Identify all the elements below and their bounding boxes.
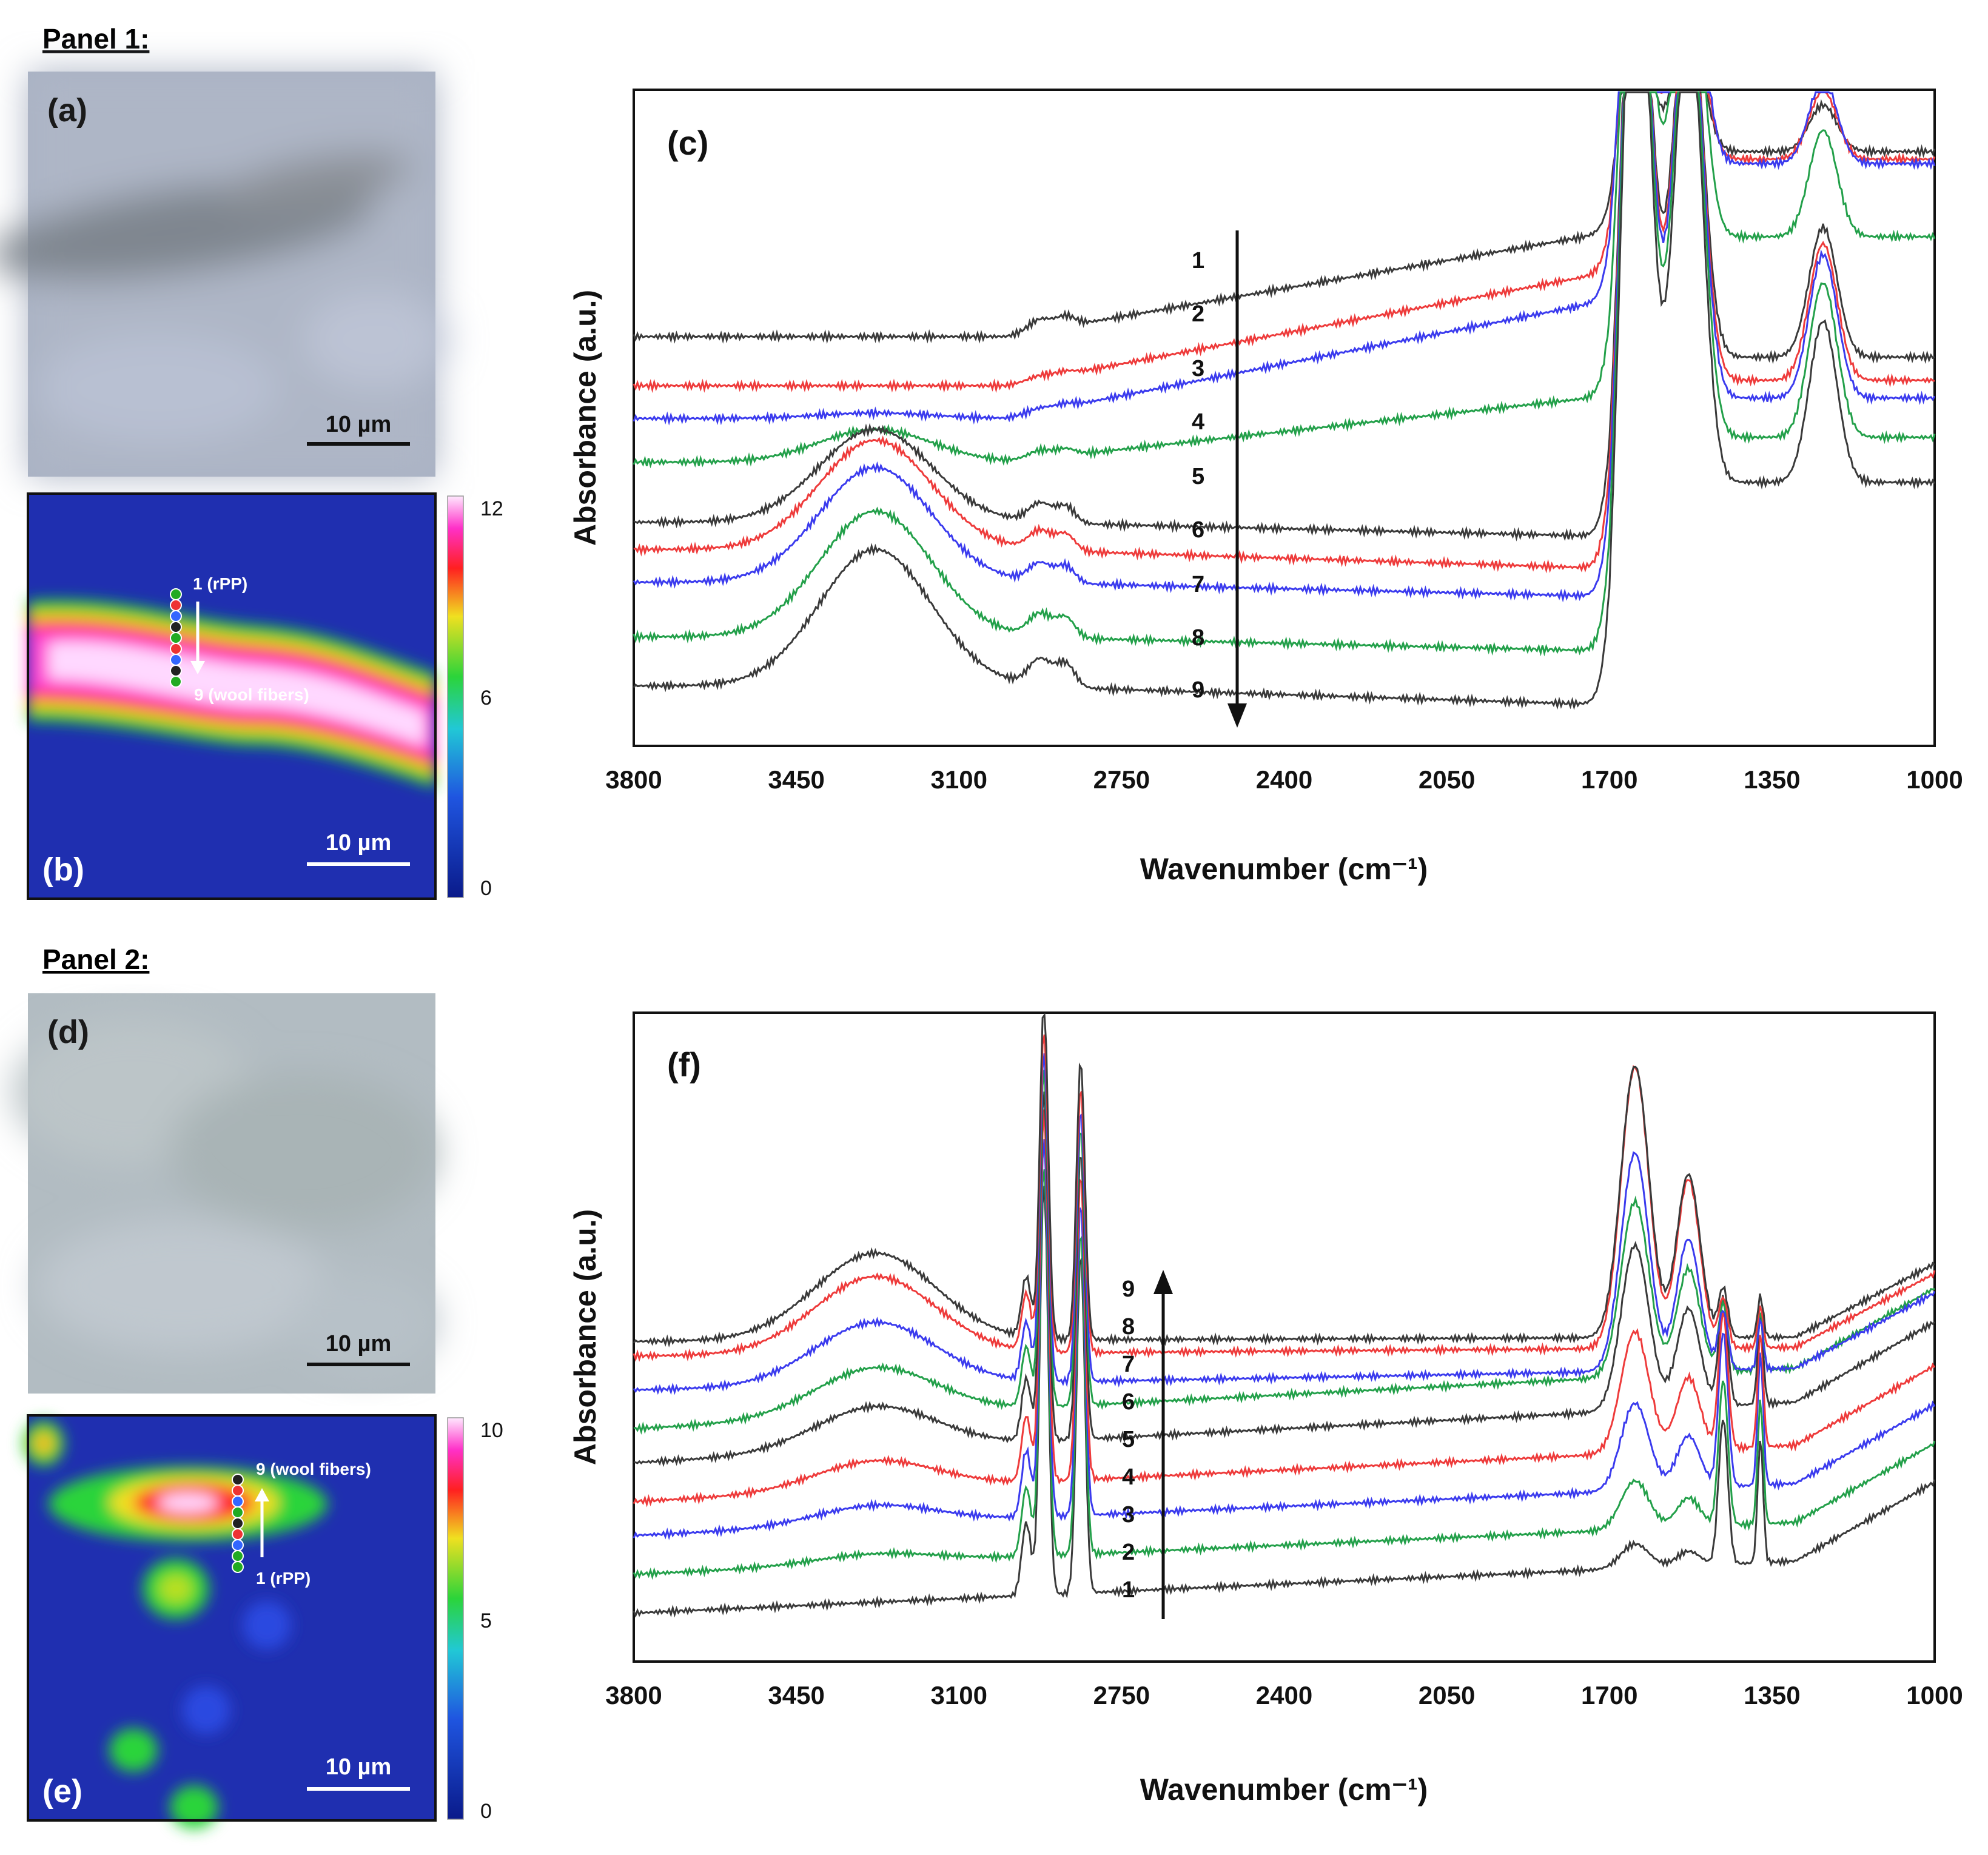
x-tick-f-1350: 1350 [1744,1681,1800,1709]
series-line-c-6 [633,91,1935,574]
colorbar-b-min: 0 [480,877,492,900]
x-tick-c-3800: 3800 [605,765,662,794]
series-line-f-8 [633,1034,1936,1362]
series-label-f-4: 4 [1122,1464,1135,1490]
series-label-c-6: 6 [1192,517,1204,543]
scan-arrowhead-b [190,661,205,674]
x-tick-c-3100: 3100 [931,765,987,794]
chemical-map-b: 1 (rPP) 9 (wool fibers) (b) 10 µm [27,492,437,900]
chart-c-series [633,91,1936,711]
x-tick-c-2750: 2750 [1093,765,1150,794]
map-e-end-label: 9 (wool fibers) [256,1460,371,1478]
series-line-c-7 [633,91,1936,603]
series-label-f-2: 2 [1122,1540,1135,1565]
colorbar-e: 10 5 0 [447,1417,503,1823]
series-label-f-1: 1 [1122,1577,1135,1603]
x-tick-f-1700: 1700 [1581,1681,1637,1709]
label-e: (e) [42,1773,82,1810]
series-label-c-3: 3 [1192,356,1204,381]
chart-c: (c) 3800 3450 3100 2750 2400 2050 1700 1350 1000… [568,89,1963,886]
label-a: (a) [47,92,87,129]
map-b-end-label: 9 (wool fibers) [194,685,309,704]
series-line-f-9 [633,1012,1935,1348]
x-tick-c-1350: 1350 [1744,765,1800,794]
series-label-f-9: 9 [1122,1276,1135,1302]
x-tick-c-2050: 2050 [1419,765,1475,794]
series-label-f-8: 8 [1122,1314,1135,1340]
series-line-c-3 [633,91,1936,426]
map-e-start-label: 1 (rPP) [256,1569,311,1588]
optical-image-a: (a) 10 µm [0,72,449,477]
x-tick-f-3800: 3800 [605,1681,662,1709]
scale-label-b: 10 µm [326,830,392,856]
x-tick-f-2050: 2050 [1419,1681,1475,1709]
series-line-f-3 [633,1139,1936,1540]
x-tick-f-2750: 2750 [1093,1681,1150,1709]
series-line-f-5 [633,1091,1936,1468]
line-scan-points-e [232,1474,244,1573]
panel1-title: Panel 1: [42,23,149,55]
series-label-c-4: 4 [1192,409,1204,435]
chart-c-x-ticks: 3800 3450 3100 2750 2400 2050 1700 1350 1000 [605,765,1963,794]
chart-c-ylabel: Absorbance (a.u.) [568,290,602,546]
label-d: (d) [47,1014,89,1050]
chart-f-label: (f) [667,1045,701,1084]
chart-f-series-labels: 1 2 3 4 5 6 7 8 9 [1122,1276,1135,1603]
chart-f-x-ticks: 3800 3450 3100 2750 2400 2050 1700 1350 1000 [605,1681,1963,1709]
series-line-c-4 [633,91,1936,469]
scale-label-e: 10 µm [326,1754,392,1780]
x-tick-f-1000: 1000 [1906,1681,1963,1709]
line-scan-points-b [170,588,182,688]
chart-c-arrowhead [1227,703,1247,728]
series-label-f-7: 7 [1122,1352,1135,1377]
chart-f-ylabel: Absorbance (a.u.) [568,1209,602,1465]
chart-c-series-labels: 1 2 3 4 5 6 7 8 9 [1192,248,1204,703]
chart-f-arrowhead [1154,1270,1173,1294]
colorbar-e-max: 10 [480,1419,503,1442]
series-line-c-8 [633,91,1936,657]
colorbar-b-max: 12 [480,497,503,520]
x-tick-c-1000: 1000 [1906,765,1963,794]
chart-c-xlabel: Wavenumber (cm⁻¹) [1140,852,1428,886]
chemical-map-e: 9 (wool fibers) 1 (rPP) (e) 10 µm [23,1414,437,1829]
series-label-c-2: 2 [1192,301,1204,327]
x-tick-f-3100: 3100 [931,1681,987,1709]
series-label-f-5: 5 [1122,1427,1135,1452]
series-label-f-6: 6 [1122,1389,1135,1415]
series-label-c-9: 9 [1192,677,1204,703]
x-tick-f-2400: 2400 [1256,1681,1312,1709]
series-label-c-1: 1 [1192,248,1204,273]
panel2-title: Panel 2: [42,944,149,975]
map-b-start-label: 1 (rPP) [193,574,247,593]
colorbar-e-min: 0 [480,1800,492,1823]
x-tick-f-3450: 3450 [768,1681,824,1709]
x-tick-c-1700: 1700 [1581,765,1637,794]
colorbar-b: 12 6 0 [447,495,503,900]
series-line-f-1 [633,1186,1936,1618]
series-line-f-7 [633,1053,1936,1395]
x-tick-c-3450: 3450 [768,765,824,794]
series-label-f-3: 3 [1122,1502,1135,1528]
chart-f: (f) 3800 3450 3100 2750 2400 2050 1700 1350 1000… [568,1011,1963,1806]
scan-arrowhead-e [255,1488,269,1501]
series-label-c-5: 5 [1192,464,1204,489]
series-line-c-9 [633,91,1936,711]
series-line-c-5 [633,91,1935,542]
colorbar-e-mid: 5 [480,1609,492,1632]
scale-label-a: 10 µm [326,412,392,437]
series-line-f-4 [633,1109,1936,1508]
series-line-f-2 [633,1169,1936,1580]
label-b: (b) [42,851,84,888]
colorbar-b-mid: 6 [480,686,492,709]
chart-f-series [633,1012,1936,1618]
series-label-c-7: 7 [1192,572,1204,597]
scale-label-d: 10 µm [326,1331,392,1357]
x-tick-c-2400: 2400 [1256,765,1312,794]
chart-c-label: (c) [667,124,708,162]
optical-image-d: (d) 10 µm [12,993,437,1394]
chart-f-xlabel: Wavenumber (cm⁻¹) [1140,1773,1428,1806]
series-label-c-8: 8 [1192,625,1204,651]
